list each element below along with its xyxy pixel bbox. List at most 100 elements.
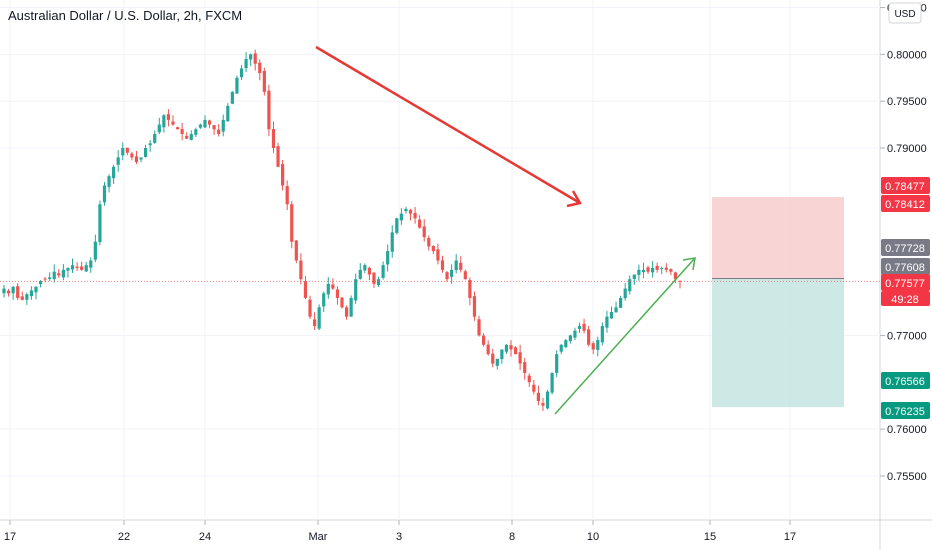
stop-loss-zone[interactable] <box>712 197 844 279</box>
price-tag-label: 0.77577 <box>885 278 925 290</box>
candle-body <box>609 312 614 319</box>
candle-body <box>162 115 166 128</box>
price-tag-label: 0.78477 <box>885 181 925 193</box>
bearish-arrow-head[interactable] <box>566 190 582 208</box>
candle-body <box>431 246 435 252</box>
time-tick-label: 8 <box>509 531 515 543</box>
candle-body <box>600 326 604 343</box>
candle-body <box>605 316 609 328</box>
time-tick-label: 10 <box>587 531 599 543</box>
bearish-arrow-line[interactable] <box>315 45 581 205</box>
price-tag <box>881 274 930 291</box>
candle-body <box>303 281 308 298</box>
candle-body <box>477 319 481 336</box>
drawings[interactable] <box>315 45 696 415</box>
price-tag <box>881 372 930 389</box>
candle-body <box>372 272 376 284</box>
candle-body <box>93 241 97 260</box>
candle-body <box>16 286 20 298</box>
candle-body <box>596 340 600 350</box>
candle-body <box>408 209 413 214</box>
candle-body <box>267 90 271 130</box>
candle-body <box>367 267 372 275</box>
symbol-title[interactable]: Australian Dollar / U.S. Dollar, 2h, FXC… <box>8 8 242 23</box>
candle-body <box>312 319 317 327</box>
candle-body <box>189 133 193 140</box>
candle-body <box>427 237 431 247</box>
trend-line-arrow[interactable] <box>554 257 696 415</box>
candle-body <box>646 267 650 272</box>
candlestick-series <box>0 49 880 411</box>
price-tag-label: 0.76566 <box>885 376 925 388</box>
price-tag <box>881 195 930 212</box>
candle-body <box>276 146 280 167</box>
candle-body <box>2 288 6 294</box>
candle-body <box>650 267 655 273</box>
candle-body <box>29 290 34 297</box>
price-tag-label: 0.78412 <box>885 199 925 211</box>
candle-body <box>564 340 568 348</box>
time-tick-label: 17 <box>4 531 16 543</box>
time-tick-label: 24 <box>199 531 211 543</box>
candle-body <box>655 265 659 270</box>
candle-body <box>678 280 682 282</box>
price-tag-label: 0.77608 <box>885 262 925 274</box>
candle-body <box>143 148 148 157</box>
time-axis-ticks: 17 22 24 Mar 3 8 10 15 17 <box>4 520 796 543</box>
price-tag-label: 0.77728 <box>885 243 925 255</box>
currency-label: USD <box>894 9 915 20</box>
candle-body <box>445 272 449 280</box>
candle-body <box>354 279 358 301</box>
candle-body <box>673 272 678 280</box>
price-tag-label: 0.76235 <box>885 406 925 418</box>
candle-body <box>157 124 161 133</box>
candle-body <box>450 269 454 277</box>
candle-body <box>331 284 335 289</box>
candle-body <box>660 267 664 269</box>
trend-arrow-head[interactable] <box>682 257 696 271</box>
take-profit-zone[interactable] <box>712 278 844 408</box>
price-tag <box>881 177 930 194</box>
candle-body <box>6 290 11 294</box>
price-tags: 0.78477 0.78412 0.77728 0.77608 0.77577 0.765… <box>881 177 930 419</box>
candle-body <box>358 269 362 279</box>
candle-body <box>121 148 125 156</box>
candle-body <box>527 375 531 383</box>
candle-body <box>43 278 47 280</box>
candle-body <box>89 260 93 268</box>
currency-button[interactable] <box>888 2 922 24</box>
candle-body <box>468 280 472 298</box>
candle-body <box>559 344 563 352</box>
candle-body <box>48 277 52 279</box>
price-tick-label: 0.76000 <box>887 424 927 436</box>
candle-body <box>500 349 504 360</box>
candle-body <box>262 70 266 92</box>
candle-body <box>363 265 367 271</box>
candle-body <box>541 403 545 406</box>
candle-body <box>518 352 522 364</box>
candle-body <box>536 392 541 402</box>
candle-body <box>322 293 326 307</box>
candle-body <box>376 279 381 286</box>
candle-body <box>472 296 477 317</box>
candle-body <box>249 54 253 60</box>
candle-body <box>573 330 577 338</box>
candle-body <box>436 249 440 261</box>
candle-body <box>637 269 641 275</box>
candle-body <box>459 262 463 270</box>
countdown-tag <box>881 291 930 306</box>
candle-body <box>271 129 276 149</box>
time-tick-label: Mar <box>309 531 328 543</box>
candle-body <box>591 343 595 350</box>
candle-body <box>130 153 134 158</box>
candle-body <box>125 147 129 153</box>
candle-body <box>669 269 673 272</box>
position-zones[interactable] <box>712 197 844 408</box>
candle-body <box>299 260 303 280</box>
candle-body <box>568 335 572 342</box>
candle-body <box>495 358 499 366</box>
candle-body <box>107 176 111 187</box>
candle-body <box>486 344 490 355</box>
candle-body <box>281 164 285 186</box>
